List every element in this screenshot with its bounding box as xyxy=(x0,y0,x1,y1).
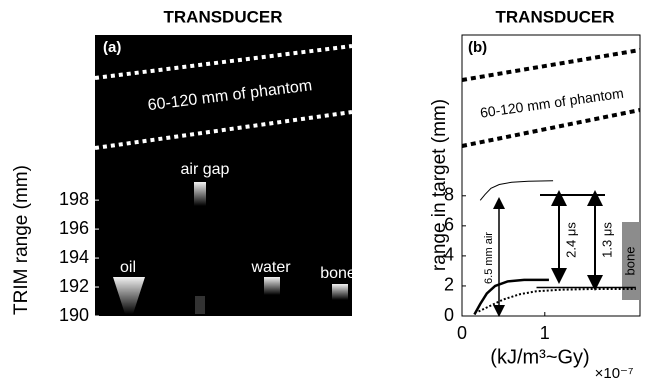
x-axis-label: (kJ/m³~Gy) xyxy=(490,346,589,368)
annotation: 2.4 μs xyxy=(563,222,578,258)
y-tick-label: 6 xyxy=(444,215,454,235)
panel-label: (b) xyxy=(468,39,487,56)
x-tick-label: 0 xyxy=(457,323,467,343)
signal-blob xyxy=(195,296,205,314)
y-tick-label: 190 xyxy=(59,305,89,325)
annotation: bone xyxy=(320,265,356,282)
signal-blob xyxy=(264,277,280,295)
y-tick-label: 0 xyxy=(444,305,454,325)
y-tick-label: 198 xyxy=(59,189,89,209)
x-multiplier: ×10⁻⁷ xyxy=(595,365,634,382)
annotation: 6.5 mm air xyxy=(483,232,495,284)
panel-label: (a) xyxy=(103,39,121,56)
panel-title: TRANSDUCER xyxy=(496,7,615,26)
annotation: bone xyxy=(622,247,637,276)
y-tick-label: 4 xyxy=(444,245,454,265)
annotation: 1.3 μs xyxy=(599,222,614,258)
y-tick-label: 8 xyxy=(444,185,454,205)
y-axis-label: TRIM range (mm) xyxy=(11,165,32,315)
signal-blob xyxy=(332,284,348,300)
y-tick-label: 194 xyxy=(59,247,89,267)
signal-blob xyxy=(194,182,206,206)
panel-title: TRANSDUCER xyxy=(164,7,283,26)
figure: TRANSDUCER 60-120 mm of phantom (a) air … xyxy=(0,0,654,387)
y-tick-label: 196 xyxy=(59,218,89,238)
y-tick-label: 192 xyxy=(59,276,89,296)
y-tick-label: 2 xyxy=(444,275,454,295)
annotation: water xyxy=(250,259,291,276)
annotation: oil xyxy=(120,259,136,276)
x-tick-label: 1 xyxy=(540,323,550,343)
annotation: air gap xyxy=(181,161,230,178)
